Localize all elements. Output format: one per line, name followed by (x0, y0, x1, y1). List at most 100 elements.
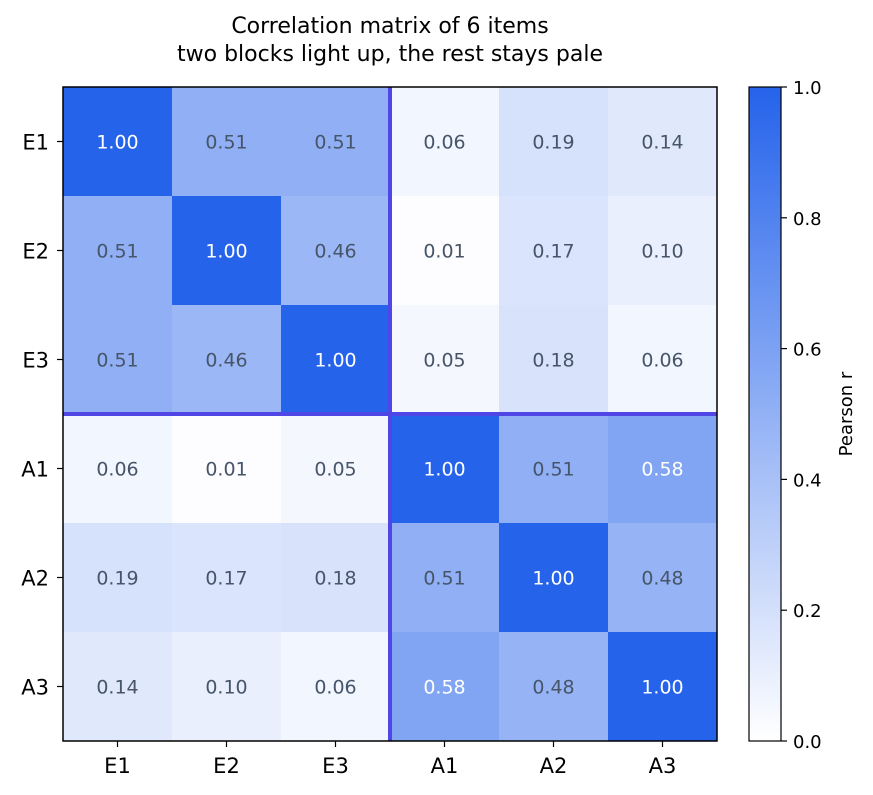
heatmap-cell (390, 632, 500, 742)
cell-value-label: 0.05 (314, 459, 356, 481)
cell-value-label: 1.00 (641, 677, 683, 699)
heatmap-cell (172, 632, 282, 742)
row-tick-label: A1 (21, 458, 49, 482)
heatmap-cell (499, 523, 609, 633)
col-tick-label: E1 (104, 754, 131, 778)
cell-value-label: 0.17 (205, 568, 247, 590)
cell-value-label: 0.51 (314, 132, 356, 154)
cell-value-label: 0.01 (423, 241, 465, 263)
heatmap-cell (172, 305, 282, 415)
colorbar-label: Pearson r (836, 371, 857, 456)
heatmap-cell (499, 414, 609, 524)
row-tick-label: A2 (21, 567, 49, 591)
cell-value-label: 1.00 (423, 459, 465, 481)
cell-value-label: 0.10 (205, 677, 247, 699)
heatmap-cell (499, 87, 609, 197)
cell-value-label: 0.14 (96, 677, 138, 699)
block-dividers (63, 87, 717, 741)
colorbar-ticks: 0.0 0.2 0.4 0.6 0.8 1.0 (781, 78, 822, 753)
cell-value-label: 0.51 (532, 459, 574, 481)
heatmap-cell (281, 632, 391, 742)
cell-value-label: 0.51 (423, 568, 465, 590)
col-tick-label: E3 (322, 754, 349, 778)
col-tick-labels: E1 E2 E3 A1 A2 A3 (104, 741, 676, 778)
heatmap-cell (499, 196, 609, 306)
heatmap-cell (63, 523, 173, 633)
cell-value-label: 1.00 (96, 132, 138, 154)
heatmap-cell (608, 414, 718, 524)
cell-value-label: 0.48 (641, 568, 683, 590)
cell-value-label: 0.05 (423, 350, 465, 372)
row-tick-label: A3 (21, 676, 49, 700)
colorbar: 0.0 0.2 0.4 0.6 0.8 1.0 Pearson r (748, 78, 857, 753)
cell-value-label: 1.00 (532, 568, 574, 590)
chart-title: Correlation matrix of 6 items (231, 14, 548, 39)
heatmap-cell (63, 305, 173, 415)
colorbar-gradient (748, 86, 782, 742)
row-tick-label: E3 (22, 349, 49, 373)
heatmap-cell (281, 305, 391, 415)
heatmap-cell (281, 414, 391, 524)
heatmap-cell (281, 87, 391, 197)
heatmap-cell (63, 87, 173, 197)
row-tick-label: E2 (22, 240, 49, 264)
cell-value-label: 1.00 (314, 350, 356, 372)
row-tick-labels: E1 E2 E3 A1 A2 A3 (21, 131, 63, 700)
col-tick-label: A1 (431, 754, 459, 778)
col-tick-label: E2 (213, 754, 240, 778)
plot-frame (62, 86, 718, 742)
heatmap-cell (390, 196, 500, 306)
chart-subtitle: two blocks light up, the rest stays pale (177, 42, 603, 67)
heatmap-cell (63, 632, 173, 742)
heatmap-cell (390, 414, 500, 524)
heatmap-cell (172, 87, 282, 197)
heatmap-cell (499, 632, 609, 742)
cell-value-label: 0.19 (532, 132, 574, 154)
heatmap-cell (172, 414, 282, 524)
colorbar-tick-label: 0.2 (793, 601, 822, 622)
colorbar-tick-label: 0.0 (793, 732, 822, 753)
heatmap-cell (281, 523, 391, 633)
heatmap-cell (390, 87, 500, 197)
row-tick-label: E1 (22, 131, 49, 155)
heatmap-cell (63, 196, 173, 306)
heatmap-cell (390, 305, 500, 415)
cell-value-label: 0.10 (641, 241, 683, 263)
cell-value-label: 0.01 (205, 459, 247, 481)
cell-value-label: 0.51 (205, 132, 247, 154)
cell-value-label: 0.06 (423, 132, 465, 154)
cell-value-label: 0.51 (96, 241, 138, 263)
cell-value-label: 0.06 (314, 677, 356, 699)
heatmap-cell (608, 196, 718, 306)
cell-value-label: 0.18 (314, 568, 356, 590)
heatmap-cells: 1.00 0.51 0.51 0.06 0.19 0.14 0.51 1.00 0.46 0.01… (63, 87, 718, 742)
cell-value-label: 0.06 (641, 350, 683, 372)
col-tick-label: A2 (540, 754, 568, 778)
heatmap-cell (63, 414, 173, 524)
colorbar-tick-label: 0.8 (793, 209, 822, 230)
col-tick-label: A3 (649, 754, 677, 778)
heatmap-cell (608, 305, 718, 415)
cell-value-label: 0.58 (641, 459, 683, 481)
cell-value-label: 0.46 (314, 241, 356, 263)
heatmap-cell (499, 305, 609, 415)
cell-value-label: 0.06 (96, 459, 138, 481)
cell-value-label: 0.46 (205, 350, 247, 372)
colorbar-tick-label: 0.6 (793, 340, 822, 361)
heatmap-cell (608, 632, 718, 742)
colorbar-tick-label: 1.0 (793, 78, 822, 99)
heatmap-cell (172, 523, 282, 633)
colorbar-tick-label: 0.4 (793, 470, 822, 491)
heatmap-cell (608, 87, 718, 197)
cell-value-label: 0.51 (96, 350, 138, 372)
cell-value-label: 0.14 (641, 132, 683, 154)
cell-value-label: 0.19 (96, 568, 138, 590)
cell-value-label: 0.48 (532, 677, 574, 699)
cell-value-label: 0.58 (423, 677, 465, 699)
heatmap-cell (608, 523, 718, 633)
heatmap-cell (172, 196, 282, 306)
cell-value-label: 0.18 (532, 350, 574, 372)
cell-value-label: 1.00 (205, 241, 247, 263)
cell-value-label: 0.17 (532, 241, 574, 263)
